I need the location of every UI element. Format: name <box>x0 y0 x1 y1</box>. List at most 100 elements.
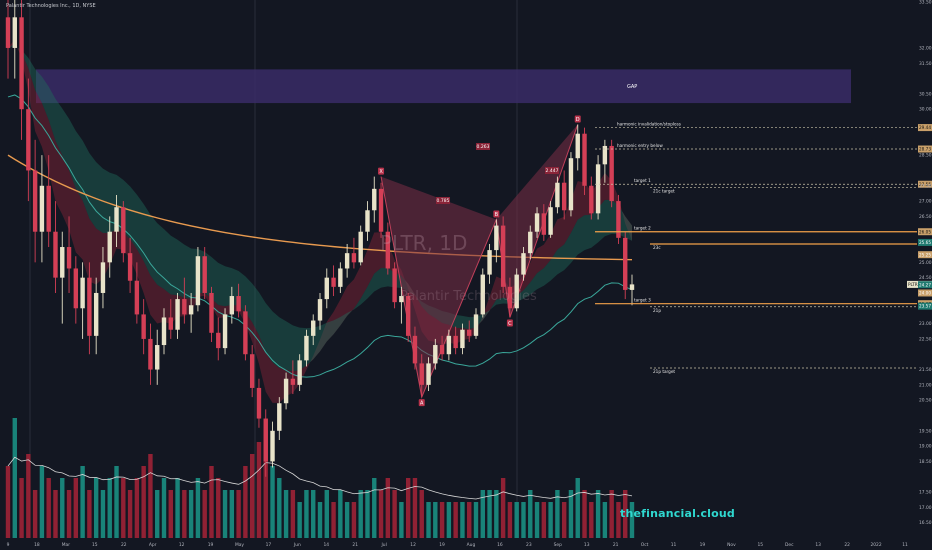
volume-bar <box>623 490 628 538</box>
candle-body <box>589 185 594 214</box>
price-tick-label: 30.00 <box>919 107 932 113</box>
volume-bar <box>114 466 119 538</box>
time-tick-label: 11 <box>671 542 677 548</box>
price-tag <box>918 124 932 132</box>
volume-bar <box>39 466 45 538</box>
candle-body <box>114 207 119 232</box>
price-tag-text: 28.73 <box>919 147 931 152</box>
volume-bar <box>365 490 370 538</box>
time-tick-label: 13 <box>584 542 590 548</box>
candle-body <box>229 296 235 315</box>
side-price-tag-text: 25.65 <box>919 240 931 245</box>
volume-bar <box>80 466 85 538</box>
volume-bar <box>473 502 479 538</box>
candle-body <box>53 231 58 278</box>
candle-body <box>439 345 445 355</box>
candle-body <box>324 277 329 300</box>
volume-bar <box>283 490 289 538</box>
volume-bar <box>392 490 397 538</box>
volume-bar <box>134 478 140 538</box>
price-tick-label: 20.50 <box>919 398 932 404</box>
candle-body <box>209 292 214 333</box>
candle-body <box>175 299 180 330</box>
candle-body <box>487 250 492 275</box>
volume-bar <box>548 502 553 538</box>
price-tag-text: 27.55 <box>919 182 931 187</box>
volume-bar <box>93 478 99 538</box>
volume-bar <box>453 502 458 538</box>
candle-body <box>338 268 343 287</box>
pattern-watermark-subtext: Palantir Technologies <box>400 289 537 304</box>
volume-bar <box>236 490 241 538</box>
volume-bar <box>412 478 418 538</box>
candle-body <box>623 237 628 290</box>
volume-bar <box>202 490 207 538</box>
pattern-point-label: X <box>379 169 383 175</box>
volume-bar <box>460 502 465 538</box>
candle-body <box>372 188 377 211</box>
pattern-point-label: D <box>576 117 580 123</box>
price-tick-label: 21.00 <box>919 382 932 388</box>
time-tick-label: 19 <box>700 542 706 548</box>
candles <box>5 0 635 477</box>
time-axis[interactable]: 9 18 Mar 15 22 Apr 12 19 May 17 Jun 14 21 Jul 12 19 Aug 1… <box>7 542 908 548</box>
candle-body <box>521 253 526 275</box>
candle-body <box>426 363 431 385</box>
time-tick-label: Dec <box>785 542 794 548</box>
candle-body <box>12 17 17 48</box>
candle-body <box>134 280 140 315</box>
candle-body <box>392 268 397 303</box>
volume-bar <box>338 490 343 538</box>
candle-body <box>616 201 621 238</box>
volume-bar <box>602 502 608 538</box>
pattern-point-b <box>493 210 500 218</box>
volume-bar <box>121 478 126 538</box>
volume-bar <box>311 490 316 538</box>
time-tick-label: 15 <box>92 542 98 548</box>
candle-body <box>107 231 112 263</box>
volume-bar <box>358 490 363 538</box>
price-tick-label: 33.50 <box>919 0 932 6</box>
volume-bar <box>399 502 404 538</box>
price-tag-text: 26.05 <box>919 229 931 234</box>
time-tick-label: 16 <box>497 542 503 548</box>
time-tick-label: 12 <box>179 542 185 548</box>
time-tick-label: 17 <box>266 542 272 548</box>
time-tick-label: 14 <box>323 542 329 548</box>
volume-bar <box>344 502 350 538</box>
volume-bar <box>514 502 519 538</box>
price-tick-label: 24.50 <box>919 275 932 281</box>
price-tick-label: 26.50 <box>919 214 932 220</box>
level-label: 23c <box>653 245 661 250</box>
volume-bar <box>182 490 187 538</box>
volume-bar <box>439 502 445 538</box>
price-tag-text: 29.44 <box>919 125 931 130</box>
time-tick-label: 9 <box>7 542 10 548</box>
candle-body <box>412 335 418 364</box>
time-tick-label: Jun <box>293 542 301 548</box>
volume-bar <box>595 490 601 538</box>
candle-body <box>270 430 275 462</box>
watermark-text: thefinancial.cloud <box>620 507 736 520</box>
candle-body <box>46 185 51 232</box>
candle-body <box>19 17 24 110</box>
candle-body <box>528 231 533 254</box>
candle-body <box>467 329 472 336</box>
time-tick-label: Apr <box>149 542 157 548</box>
volume-bar <box>351 502 357 538</box>
ratio-label: 0.263 <box>477 144 490 150</box>
candle-body <box>155 345 160 370</box>
price-tick-label: 28.50 <box>919 153 932 159</box>
candle-body <box>453 335 458 349</box>
price-axis[interactable]: 33.50 32.00 31.50 30.50 30.00 28.50 27.50 27.00… <box>919 0 932 526</box>
volume-bar <box>575 478 580 538</box>
time-tick-label: 23 <box>526 542 532 548</box>
volume-bar <box>405 478 411 538</box>
volume-bar <box>141 466 146 538</box>
volume-bar <box>229 490 235 538</box>
volume-bar <box>555 490 560 538</box>
volume-bar <box>209 466 214 538</box>
volume-bar <box>385 478 391 538</box>
candle-body <box>127 253 133 281</box>
